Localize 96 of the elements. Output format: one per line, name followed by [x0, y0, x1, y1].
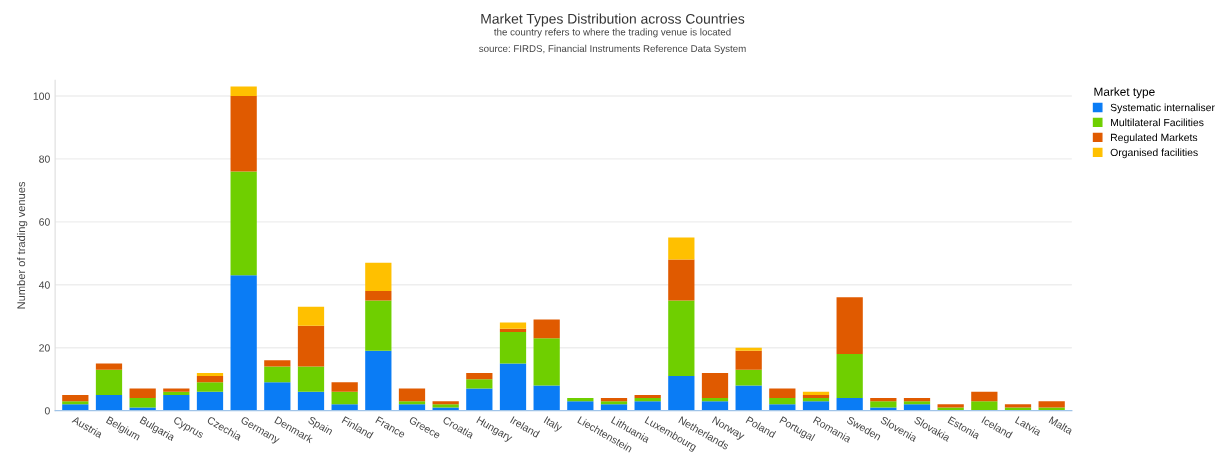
- bar: [567, 401, 594, 411]
- bar: [62, 404, 89, 411]
- bar: [836, 354, 863, 399]
- bar: [769, 388, 796, 399]
- bar: [802, 394, 830, 399]
- bar: [264, 366, 291, 383]
- bar: [769, 404, 796, 411]
- bar: [264, 360, 291, 367]
- bar: [297, 391, 325, 411]
- bar: [971, 401, 998, 411]
- bar: [129, 407, 156, 411]
- legend-title: Market type: [1094, 87, 1155, 99]
- bar: [668, 300, 695, 377]
- bar: [903, 404, 931, 411]
- bar: [129, 398, 156, 408]
- bar: [230, 171, 257, 276]
- bar: [264, 382, 291, 411]
- bar: [836, 297, 863, 354]
- bar: [1038, 401, 1065, 408]
- bar: [701, 372, 729, 399]
- y-tick-label: 60: [39, 218, 50, 226]
- bar: [499, 363, 527, 411]
- bar: [668, 376, 695, 411]
- bar: [533, 385, 560, 411]
- bar: [701, 401, 729, 411]
- bar: [196, 391, 224, 411]
- bar: [466, 388, 493, 411]
- bar: [971, 391, 998, 402]
- bar: [499, 322, 527, 329]
- bar: [129, 388, 156, 399]
- bar: [870, 398, 897, 402]
- bar: [499, 331, 527, 364]
- bar: [802, 398, 830, 402]
- bar: [1038, 407, 1065, 411]
- y-tick-label: 80: [39, 155, 50, 163]
- bar: [398, 401, 426, 405]
- bar: [567, 398, 594, 402]
- bar: [735, 350, 762, 370]
- bar: [365, 350, 392, 411]
- bar: [95, 369, 123, 395]
- chart-title: Market Types Distribution across Countries: [481, 13, 745, 27]
- bar: [668, 259, 695, 301]
- bar: [870, 407, 897, 411]
- bar: [365, 262, 392, 292]
- bar: [735, 347, 762, 351]
- bar: [297, 366, 325, 392]
- y-tick-label: 100: [33, 92, 50, 100]
- bar: [163, 394, 190, 411]
- bar: [769, 398, 796, 405]
- bar: [62, 394, 89, 402]
- bar: [634, 401, 661, 411]
- y-tick-label: 40: [38, 281, 50, 289]
- bar: [297, 306, 325, 326]
- bar: [870, 401, 897, 408]
- y-axis-title: Number of trading venues: [16, 181, 28, 309]
- legend-label: Organised facilities: [1110, 148, 1198, 159]
- bar: [499, 328, 527, 332]
- legend-label: Multilateral Facilities: [1111, 118, 1204, 127]
- bar: [634, 394, 661, 399]
- bar: [398, 404, 426, 411]
- bar: [331, 382, 358, 392]
- legend-label: Regulated Markets: [1111, 133, 1198, 144]
- bar: [95, 363, 123, 370]
- bar: [331, 391, 358, 405]
- bar: [600, 404, 628, 411]
- bar: [398, 388, 426, 402]
- bar: [196, 382, 224, 392]
- bar: [634, 398, 661, 402]
- bar: [230, 95, 257, 172]
- bar: [802, 391, 830, 395]
- bar: [533, 319, 560, 339]
- bar: [230, 275, 257, 411]
- bar: [297, 325, 325, 367]
- bar: [735, 385, 762, 411]
- bar: [331, 404, 358, 411]
- bar: [230, 86, 257, 96]
- bar: [62, 401, 89, 405]
- bar: [466, 379, 493, 389]
- bar: [365, 291, 392, 301]
- legend-label: Systematic internaliser: [1110, 103, 1215, 114]
- source-note: source: FIRDS, Financial Instruments Reference Data System: [479, 44, 746, 54]
- bar: [196, 376, 224, 383]
- bar: [466, 372, 493, 380]
- bar: [533, 338, 560, 386]
- bar: [196, 372, 224, 377]
- bar: [836, 398, 863, 411]
- bar: [95, 394, 123, 411]
- bar: [365, 300, 392, 351]
- bar: [701, 398, 729, 402]
- bar: [802, 401, 830, 411]
- bar: [668, 237, 695, 260]
- x-tick-label: Italy: [542, 415, 564, 434]
- bar: [735, 369, 762, 386]
- y-tick-label: 20: [39, 344, 50, 352]
- y-tick-label: 0: [44, 407, 50, 415]
- chart-subtitle: the country refers to where the trading venue is located: [494, 28, 731, 38]
